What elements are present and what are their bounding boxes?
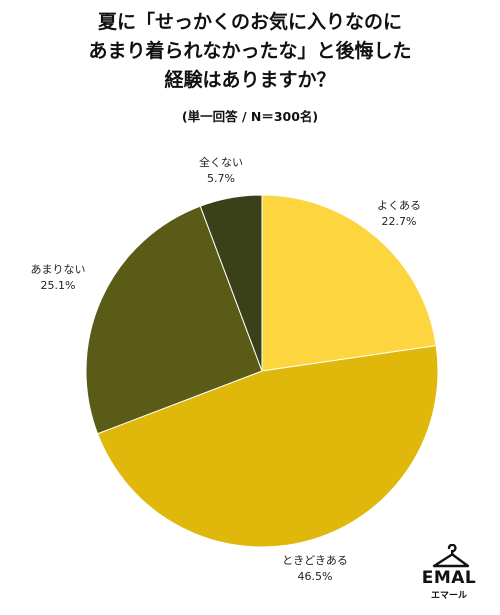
chart-title: 夏に「せっかくのお気に入りなのに あまり着られなかったな」と後悔した 経験はあり… bbox=[0, 8, 500, 95]
logo-brand: EMAL bbox=[421, 568, 477, 588]
pie-slice-1 bbox=[261, 194, 437, 372]
slice-label-3: あまりない bbox=[31, 263, 86, 276]
slice-value-1: 22.7% bbox=[382, 215, 417, 228]
slice-label-1: よくある bbox=[377, 199, 421, 212]
title-line-2: あまり着られなかったな」と後悔した bbox=[88, 40, 412, 62]
slice-value-3: 25.1% bbox=[41, 279, 76, 292]
logo-brand-sub: エマール bbox=[430, 591, 467, 601]
chart-subtitle: (単一回答 / N＝300名) bbox=[181, 109, 319, 124]
slice-value-2: 46.5% bbox=[298, 570, 333, 583]
pie-slice-2 bbox=[96, 345, 439, 548]
emal-logo: EMAL エマール bbox=[418, 544, 480, 604]
slice-label-4: 全くない bbox=[199, 155, 243, 169]
pie-slices bbox=[85, 194, 439, 548]
hanger-icon bbox=[432, 544, 470, 568]
title-line-3: 経験はありますか？ bbox=[164, 69, 336, 91]
pie-labels: よくある 22.7% ときどきある 46.5% あまりない 25.1% 全くない 5.7% bbox=[31, 155, 422, 583]
title-line-1: 夏に「せっかくのお気に入りなのに bbox=[97, 11, 402, 33]
pie-slice-3 bbox=[85, 205, 263, 435]
pie-slice-4 bbox=[199, 194, 263, 372]
slice-label-2: ときどきある bbox=[282, 554, 348, 567]
slice-value-4: 5.7% bbox=[207, 172, 235, 185]
